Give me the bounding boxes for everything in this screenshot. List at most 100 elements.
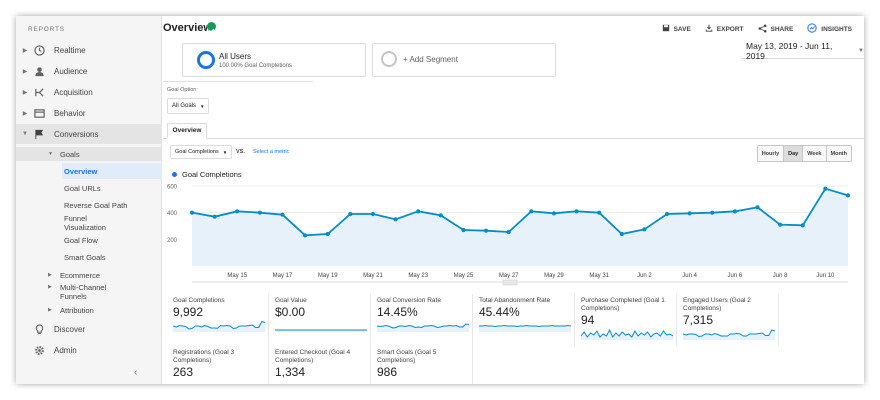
- data-point: [823, 186, 828, 191]
- sparkline-area: [479, 325, 571, 332]
- sidebar-item-conversions[interactable]: ▼ Conversions: [16, 124, 162, 144]
- scorecard[interactable]: Entered Checkout (Goal 4 Completions) 1,3…: [271, 346, 371, 384]
- scorecard-name: Goal Completions: [173, 297, 225, 304]
- sidebar-item-behavior[interactable]: ▶ Behavior: [16, 103, 162, 123]
- sidebar-group-ecommerce[interactable]: ▶ Ecommerce: [16, 270, 162, 280]
- sparkline: [377, 323, 469, 332]
- sidebar-item-label: Acquisition: [54, 87, 93, 97]
- export-button[interactable]: EXPORT: [705, 23, 744, 35]
- clock-icon: [32, 43, 46, 57]
- x-tick-label: May 23: [408, 273, 428, 279]
- scorecard[interactable]: Goal Value $0.00: [271, 294, 371, 346]
- x-tick-label: May 17: [273, 273, 293, 279]
- scorecard[interactable]: Goal Conversion Rate 14.45%: [373, 294, 473, 346]
- goal-option-value: All Goals: [172, 103, 197, 109]
- sidebar-item-realtime[interactable]: ▶ Realtime: [16, 40, 162, 60]
- data-point: [483, 228, 489, 233]
- scorecard[interactable]: Smart Goals (Goal 5 Completions) 986: [373, 346, 473, 384]
- data-point: [416, 209, 421, 214]
- sidebar-leaf-funnel-visualization[interactable]: Funnel Visualization: [64, 214, 106, 232]
- sidebar-leaf-goal-flow[interactable]: Goal Flow: [64, 236, 98, 245]
- scorecard-name: Engaged Users (Goal 2 Completions): [683, 297, 751, 312]
- add-segment-label: + Add Segment: [403, 55, 458, 64]
- granularity-day-button[interactable]: Day: [784, 146, 804, 161]
- sparkline: [173, 320, 265, 332]
- caret-down-icon: ▼: [48, 151, 53, 157]
- caret-right-icon: ▶: [22, 110, 28, 117]
- goal-completions-chart[interactable]: 200 400 600 May 15 May 17 May 19 May 21 May 23 M…: [163, 182, 864, 286]
- sparkline-line: [581, 328, 673, 338]
- sidebar-leaf-reverse-goal-path[interactable]: Reverse Goal Path: [64, 201, 128, 210]
- tab-overview[interactable]: Overview: [167, 123, 207, 139]
- sparkline-line: [479, 324, 571, 328]
- export-icon: [705, 24, 713, 34]
- save-button[interactable]: SAVE: [662, 23, 691, 35]
- scorecard[interactable]: Total Abandonment Rate 45.44%: [475, 294, 575, 346]
- data-point: [800, 223, 805, 228]
- scorecard-value: 14.45%: [377, 305, 418, 319]
- scorecard[interactable]: Goal Completions 9,992: [169, 294, 269, 346]
- collapse-sidebar-icon[interactable]: ‹: [134, 367, 138, 378]
- sidebar-leaf-overview[interactable]: Overview: [62, 163, 162, 179]
- sidebar-leaf-smart-goals[interactable]: Smart Goals: [64, 253, 106, 262]
- caret-right-icon: ▶: [48, 272, 52, 278]
- x-tick-label: May 25: [454, 273, 474, 279]
- scorecard-value: 1,334: [275, 365, 306, 379]
- data-point: [755, 205, 760, 210]
- sidebar-group-attribution[interactable]: ▶ Attribution: [16, 305, 162, 315]
- sidebar-item-audience[interactable]: ▶ Audience: [16, 61, 162, 81]
- data-point: [642, 227, 647, 232]
- data-point: [778, 222, 783, 227]
- metric-select[interactable]: Goal Completions ▼: [170, 145, 232, 159]
- sidebar-group-goals[interactable]: ▼ Goals: [16, 147, 162, 161]
- sparkline-line: [173, 320, 265, 330]
- empty-segment-icon: [381, 51, 397, 67]
- segment-title: All Users: [219, 52, 252, 61]
- data-point: [257, 210, 262, 215]
- x-tick-label: May 27: [499, 273, 519, 279]
- sparkline: [683, 329, 775, 340]
- share-button[interactable]: SHARE: [758, 23, 794, 35]
- granularity-week-button[interactable]: Week: [803, 146, 827, 161]
- dropdown-arrow-icon: ▼: [200, 103, 205, 109]
- chart-resize-handle: [502, 279, 518, 286]
- scorecard-name: Smart Goals (Goal 5 Completions): [377, 349, 437, 364]
- sparkline-area: [173, 321, 265, 332]
- share-label: SHARE: [770, 25, 794, 33]
- granularity-month-button[interactable]: Month: [826, 146, 851, 161]
- sidebar-item-acquisition[interactable]: ▶ Acquisition: [16, 82, 162, 102]
- data-point: [348, 211, 353, 217]
- flag-icon: [32, 127, 46, 141]
- goal-option-select[interactable]: All Goals ▼: [167, 98, 209, 114]
- scorecard[interactable]: Registrations (Goal 3 Completions) 263: [169, 346, 269, 384]
- select-metric-link[interactable]: Select a metric: [253, 149, 290, 155]
- sidebar: REPORTS ▶ Realtime ▶ Audience ▶ Acquisit…: [16, 16, 162, 384]
- tab-divider: [163, 138, 864, 139]
- data-point: [280, 212, 285, 217]
- scorecard-value: 263: [173, 365, 194, 379]
- sidebar-item-discover[interactable]: Discover: [16, 319, 162, 339]
- scorecard[interactable]: Engaged Users (Goal 2 Completions) 7,315: [679, 294, 779, 346]
- granularity-hourly-button[interactable]: Hourly: [757, 146, 785, 161]
- sidebar-leaf-goal-urls[interactable]: Goal URLs: [64, 184, 101, 193]
- sidebar-item-label: Conversions: [54, 129, 99, 139]
- sidebar-item-admin[interactable]: Admin: [16, 340, 162, 360]
- sidebar-group-label: Goals: [60, 149, 80, 159]
- sidebar-item-label: Audience: [54, 66, 88, 76]
- data-point: [732, 209, 737, 214]
- caret-right-icon: ▶: [48, 284, 52, 290]
- scorecard-value: 986: [377, 365, 398, 379]
- x-tick-label: Jun 10: [816, 273, 835, 279]
- x-tick-label: Jun 2: [637, 273, 652, 279]
- sparkline-line: [377, 323, 469, 329]
- sidebar-group-multi-channel-funnels[interactable]: ▶ Multi-Channel Funnels: [16, 283, 162, 301]
- scorecard[interactable]: Purchase Completed (Goal 1 Completions) 9…: [577, 294, 677, 346]
- insights-button[interactable]: INSIGHTS: [807, 23, 852, 35]
- date-range-picker[interactable]: May 13, 2019 - Jun 11, 2019 ▼: [742, 41, 864, 61]
- save-icon: [662, 24, 670, 34]
- segment-all-users[interactable]: All Users 100.00% Goal Completions: [182, 43, 366, 77]
- add-segment-button[interactable]: + Add Segment: [372, 43, 556, 77]
- series-line: [191, 187, 849, 237]
- sparkline-line: [683, 329, 775, 338]
- data-point: [710, 210, 715, 215]
